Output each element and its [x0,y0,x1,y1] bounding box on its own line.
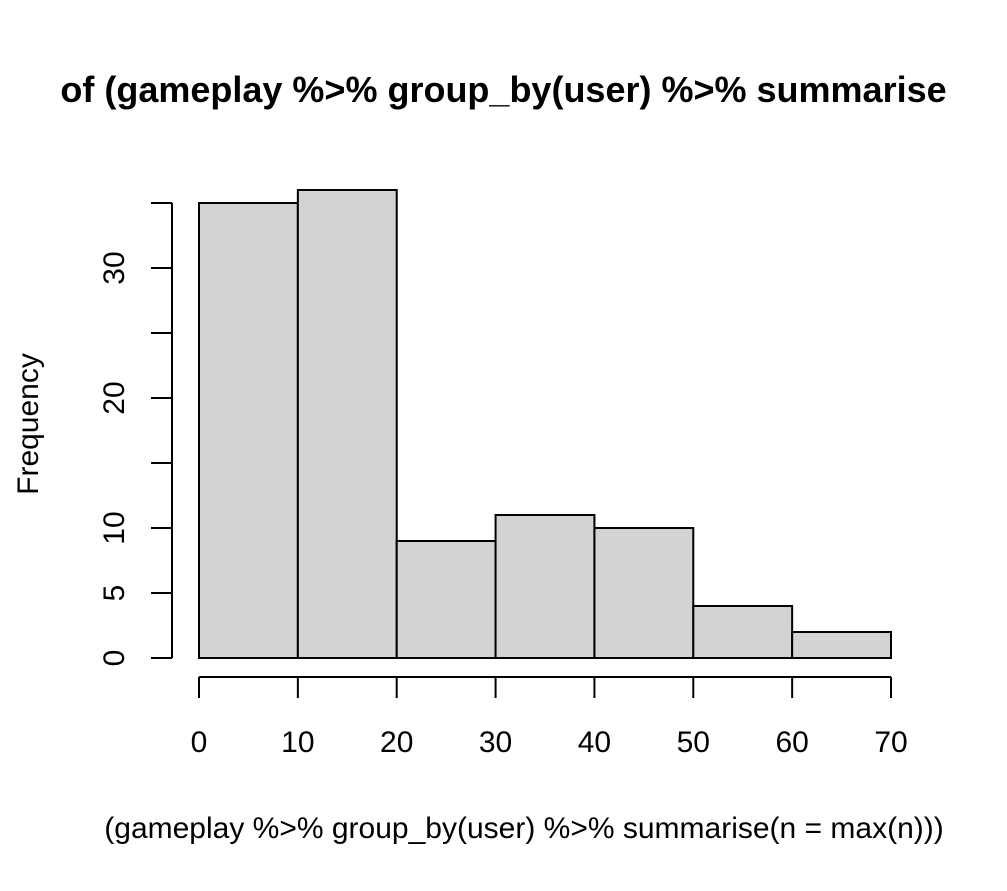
histogram-bar-7 [791,631,893,659]
y-axis: 0 5 10 20 30 [98,202,173,667]
y-tick-label: 5 [98,585,131,602]
x-tick-label: 30 [479,726,512,759]
x-tick-label: 40 [578,726,611,759]
x-tick-label: 10 [281,726,314,759]
x-tick-label: 0 [191,726,208,759]
histogram-bar-1 [198,202,299,659]
y-tick-label: 30 [98,251,131,284]
y-tick-label: 10 [98,511,131,544]
x-axis: 0 10 20 30 40 50 60 70 [191,676,908,759]
y-tick-label: 0 [98,650,131,667]
chart-title: of (gameplay %>% group_by(user) %>% summ… [60,69,946,110]
x-axis-title: (gameplay %>% group_by(user) %>% summari… [104,812,943,845]
x-tick-label: 70 [874,726,907,759]
histogram-bar-6 [692,605,794,659]
x-tick-label: 20 [380,726,413,759]
histogram-bar-3 [395,540,497,659]
histogram-bar-5 [593,527,695,659]
x-tick-label: 50 [677,726,710,759]
y-tick-label: 20 [98,381,131,414]
y-axis-title: Frequency [12,353,45,495]
bars-group [198,189,893,659]
histogram-bar-2 [296,189,398,659]
x-tick-label: 60 [775,726,808,759]
histogram-bar-4 [494,514,596,659]
